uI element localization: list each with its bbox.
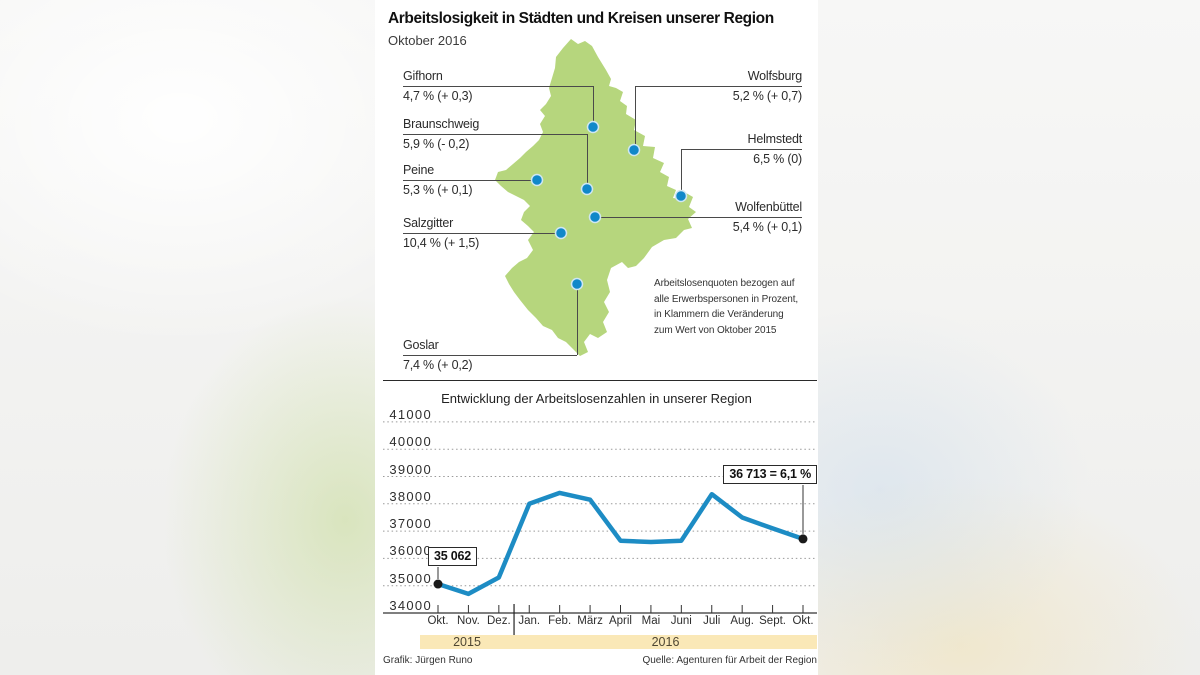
data-point-dot (433, 579, 443, 589)
ytick-label-38000: 38000 (389, 488, 432, 504)
month-label-m-rz-5: März (577, 615, 603, 627)
ytick-label-41000: 41000 (389, 406, 432, 422)
city-value-peine: 5,3 % (+ 0,1) (403, 183, 473, 197)
city-value-wolfsburg: 5,2 % (+ 0,7) (732, 89, 803, 103)
city-label-wolfenb-ttel: Wolfenbüttel (735, 200, 802, 214)
credit-right: Quelle: Agenturen für Arbeit der Region (642, 655, 817, 666)
map-note-line: in Klammern die Veränderung (654, 309, 784, 320)
ytick-label-40000: 40000 (389, 434, 432, 450)
annotation-box-0: 35 062 (428, 547, 478, 566)
ytick-label-37000: 37000 (389, 516, 432, 532)
credit-left: Grafik: Jürgen Runo (383, 655, 473, 666)
year-label-2016: 2016 (651, 635, 680, 649)
city-label-goslar: Goslar (403, 338, 439, 352)
city-value-goslar: 7,4 % (+ 0,2) (403, 358, 473, 372)
ytick-label-34000: 34000 (389, 598, 432, 613)
chart-title: Entwicklung der Arbeitslosenzahlen in un… (441, 391, 752, 406)
month-label-okt--12: Okt. (792, 615, 814, 627)
year-label-2015: 2015 (453, 635, 481, 649)
city-label-braunschweig: Braunschweig (403, 117, 480, 131)
map-note-line: alle Erwerbspersonen in Prozent, (654, 293, 799, 305)
month-label-okt--0: Okt. (427, 615, 449, 627)
city-label-salzgitter: Salzgitter (403, 216, 454, 230)
city-leader-lines (403, 86, 802, 356)
ytick-label-35000: 35000 (389, 570, 432, 586)
city-value-wolfenb-ttel: 5,4 % (+ 0,1) (732, 220, 803, 234)
city-value-braunschweig: 5,9 % (- 0,2) (403, 137, 470, 151)
city-value-helmstedt: 6,5 % (0) (753, 152, 802, 166)
month-label-juni-8: Juni (670, 615, 692, 627)
city-label-wolfsburg: Wolfsburg (747, 69, 802, 83)
annotation-box-1: 36 713 = 6,1 % (723, 465, 817, 484)
month-label-dez--2: Dez. (487, 615, 511, 627)
city-markers (530, 120, 688, 291)
city-marker-wolfenb-ttel (588, 210, 602, 224)
map-region (495, 39, 696, 356)
month-label-sept--11: Sept. (759, 615, 786, 627)
month-label-aug--10: Aug. (730, 615, 754, 627)
city-marker-peine (530, 173, 544, 187)
city-value-gifhorn: 4,7 % (+ 0,3) (403, 89, 473, 103)
month-label-feb--4: Feb. (548, 615, 572, 627)
main-title: Arbeitslosigkeit in Städten und Kreisen … (388, 10, 774, 27)
city-marker-wolfsburg (627, 143, 641, 157)
city-label-gifhorn: Gifhorn (403, 69, 443, 83)
trend-line-group (433, 485, 808, 597)
city-label-helmstedt: Helmstedt (747, 132, 803, 146)
city-value-salzgitter: 10,4 % (+ 1,5) (403, 236, 480, 250)
city-marker-helmstedt (674, 189, 688, 203)
month-label-nov--1: Nov. (457, 615, 480, 627)
map-note-line: Arbeitslosenquoten bezogen auf (654, 278, 795, 289)
month-label-mai-7: Mai (641, 615, 661, 627)
month-label-april-6: April (608, 615, 632, 627)
data-point-dot (798, 534, 808, 544)
city-marker-gifhorn (586, 120, 600, 134)
ytick-label-36000: 36000 (389, 543, 432, 559)
subtitle: Oktober 2016 (388, 33, 467, 48)
city-label-peine: Peine (403, 163, 434, 177)
ytick-label-39000: 39000 (389, 461, 432, 477)
city-marker-braunschweig (580, 182, 594, 196)
month-label-juli-9: Juli (703, 615, 721, 627)
city-marker-salzgitter (554, 226, 568, 240)
year-band (420, 635, 817, 649)
city-marker-goslar (570, 277, 584, 291)
month-label-jan--3: Jan. (518, 615, 541, 627)
map-note-line: zum Wert von Oktober 2015 (654, 324, 777, 336)
trend-line (435, 490, 806, 597)
